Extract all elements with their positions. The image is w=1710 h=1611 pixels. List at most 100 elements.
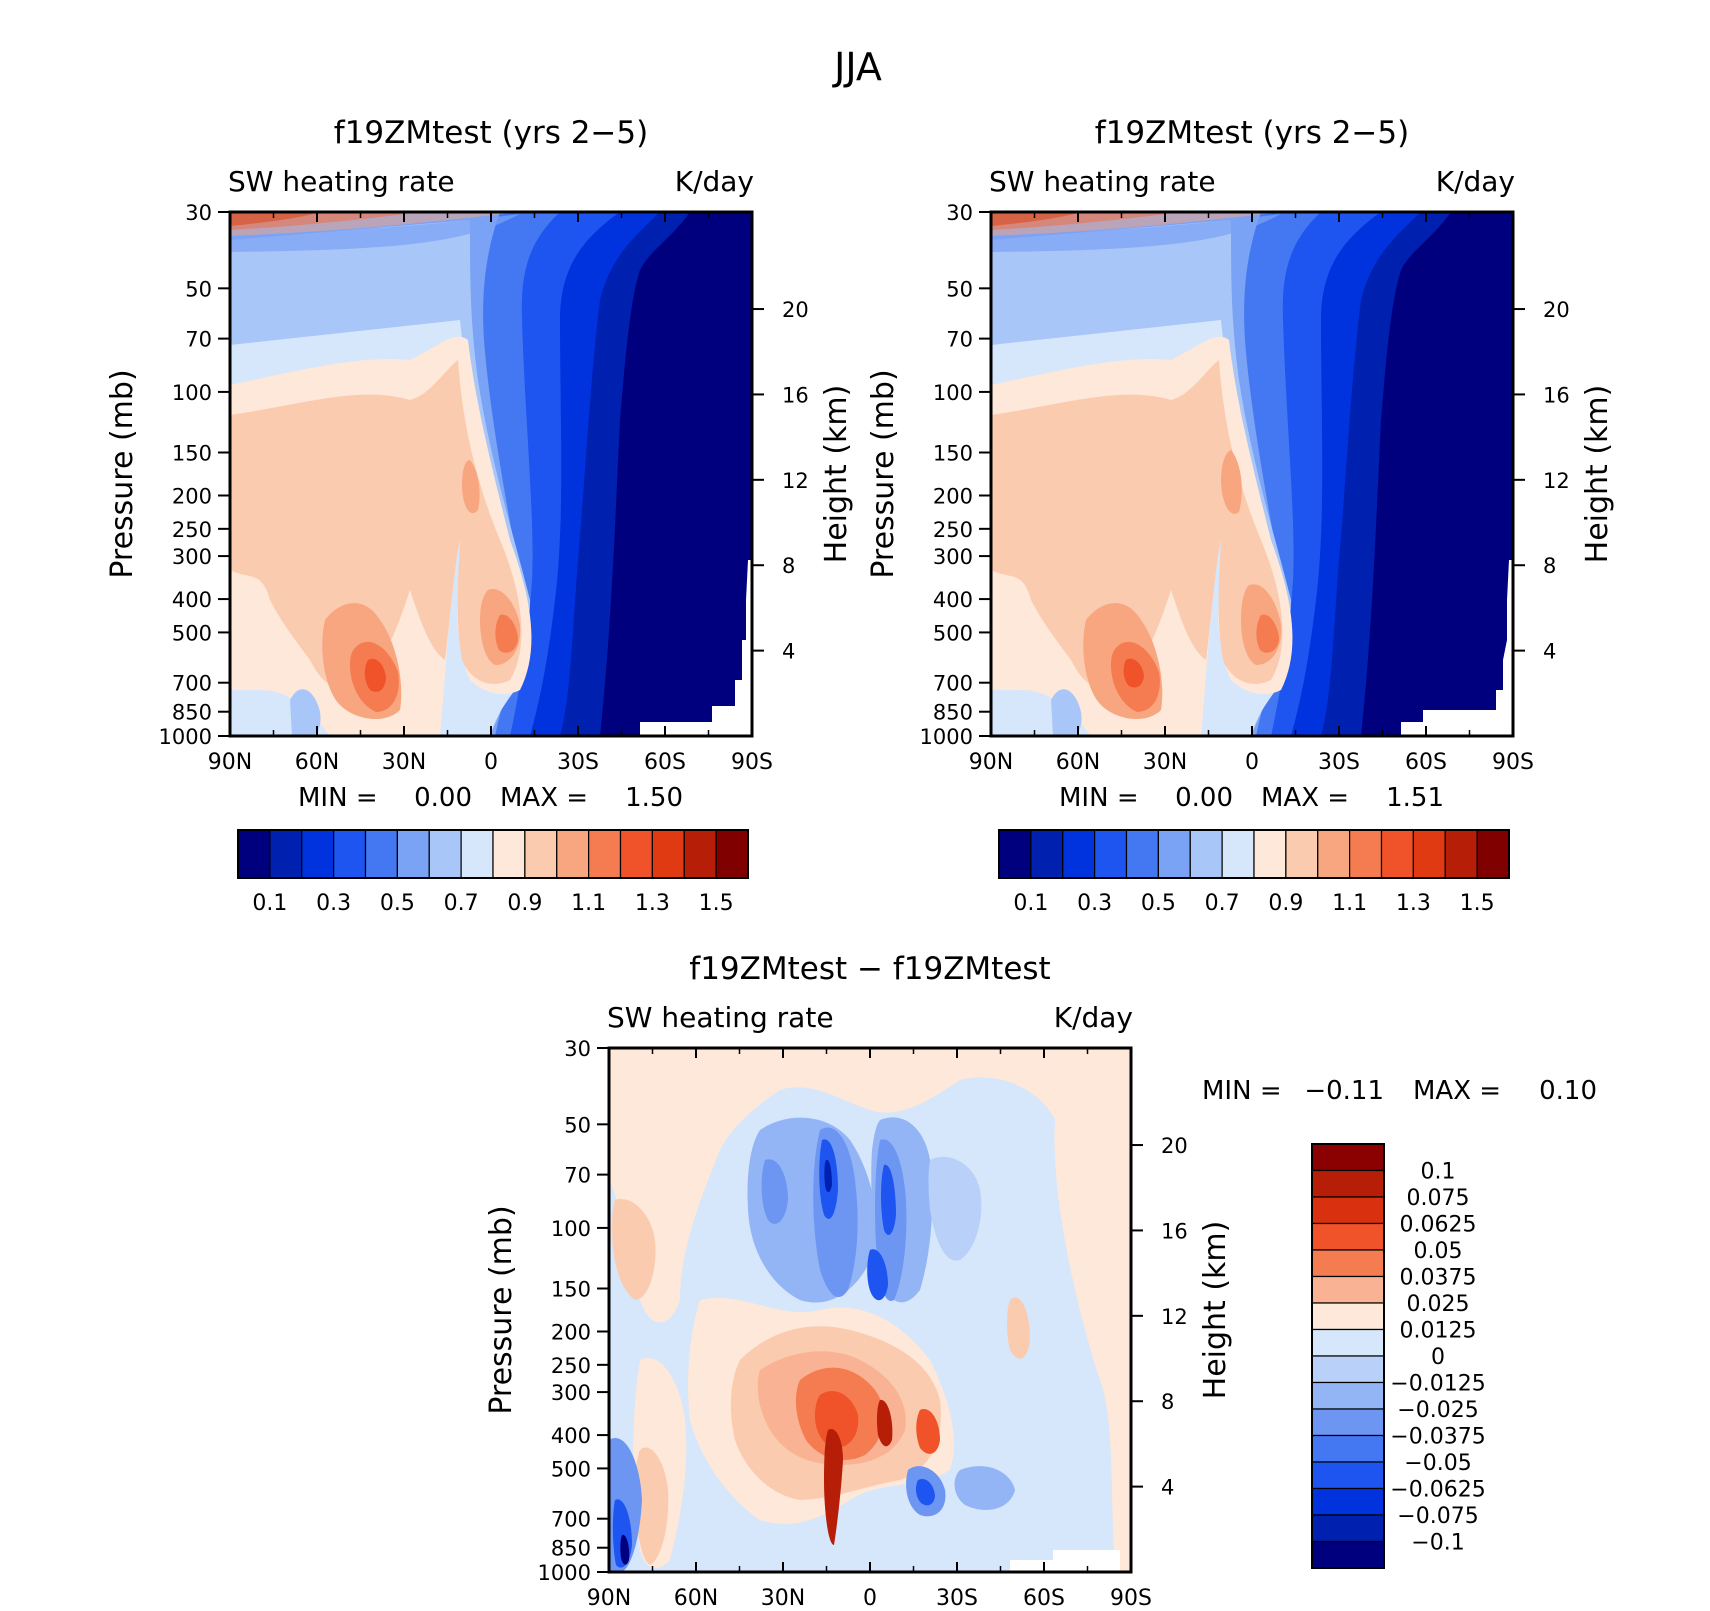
y-tick-label: 70	[185, 328, 212, 352]
colorbar-swatch	[1311, 1514, 1385, 1543]
colorbar-swatch	[1380, 829, 1414, 879]
panel-1-variable-label: SW heating rate	[228, 165, 455, 198]
colorbar-label: 0.05	[1414, 1239, 1463, 1264]
panel-3-title: f19ZMtest − f19ZMtest	[689, 951, 1050, 987]
y-tick-label: 500	[933, 621, 973, 645]
colorbar-label: 0.0375	[1400, 1266, 1477, 1291]
y-tick-label: 850	[933, 701, 973, 725]
colorbar-label: −0.05	[1404, 1451, 1471, 1476]
x-tick-label: 60N	[674, 1586, 718, 1611]
colorbar-swatch	[1189, 829, 1223, 879]
y-tick-label: 850	[551, 1537, 591, 1561]
panel-3-min-label: MIN =	[1202, 1076, 1282, 1106]
colorbar-swatch	[1285, 829, 1319, 879]
colorbar-swatch	[1311, 1408, 1385, 1437]
colorbar-label: 0.7	[1205, 891, 1240, 916]
colorbar-label: 1.1	[571, 891, 606, 916]
x-tick-label: 60S	[1023, 1586, 1065, 1611]
y-tick-label: 30	[946, 201, 973, 225]
y-tick-label: 1000	[920, 725, 973, 749]
colorbar-label: 1.3	[635, 891, 670, 916]
y2-tick-label: 12	[782, 469, 809, 493]
y-tick-label: 200	[551, 1320, 591, 1344]
panel-3-axes: 90N 60N 30N 0 30S 60S 90S 30 50 70 100 150 200 250 300…	[538, 1037, 1188, 1611]
colorbar-swatch	[269, 829, 303, 879]
panel-1-min-value: 0.00	[414, 783, 472, 813]
panel-2-max-label: MAX =	[1261, 783, 1349, 813]
x-tick-label: 0	[863, 1586, 877, 1611]
colorbar-swatch	[588, 829, 622, 879]
colorbar-swatch	[1311, 1355, 1385, 1384]
x-tick-label: 90S	[1492, 750, 1534, 775]
y2-tick-label: 8	[782, 554, 795, 578]
colorbar-label: 0.5	[1141, 891, 1176, 916]
colorbar-label: 0	[1431, 1345, 1445, 1370]
colorbar-swatch	[556, 829, 590, 879]
y-tick-label: 500	[551, 1457, 591, 1481]
colorbar-label: 0.3	[1077, 891, 1112, 916]
x-tick-label: 90S	[731, 750, 773, 775]
x-tick-label: 90S	[1110, 1586, 1152, 1611]
colorbar-swatch	[1311, 1275, 1385, 1304]
panel-3: f19ZMtest − f19ZMtest SW heating rate K/…	[484, 951, 1597, 1611]
panel-2-contour-field	[991, 212, 1513, 736]
colorbar-swatch	[1125, 829, 1159, 879]
colorbar-swatch	[1311, 1328, 1385, 1357]
colorbar-swatch	[1444, 829, 1478, 879]
y-tick-label: 250	[172, 518, 212, 542]
y-tick-label: 400	[551, 1424, 591, 1448]
y-tick-label: 400	[933, 588, 973, 612]
y-tick-label: 30	[564, 1037, 591, 1061]
panel-2-min-label: MIN =	[1059, 783, 1139, 813]
colorbar-swatch	[1311, 1540, 1385, 1569]
colorbar-label: 0.1	[1421, 1160, 1456, 1185]
x-tick-label: 90N	[208, 750, 252, 775]
colorbar-label: −0.0125	[1390, 1372, 1485, 1397]
x-tick-label: 90N	[587, 1586, 631, 1611]
x-tick-label: 60N	[295, 750, 339, 775]
colorbar-label: 1.5	[699, 891, 734, 916]
x-tick-label: 60S	[644, 750, 686, 775]
y2-tick-label: 20	[782, 298, 809, 322]
panel-2-variable-label: SW heating rate	[989, 165, 1216, 198]
colorbar-label: 0.9	[1268, 891, 1303, 916]
x-tick-label: 30S	[936, 1586, 978, 1611]
colorbar-swatch	[1030, 829, 1064, 879]
panel-3-min-value: −0.11	[1304, 1076, 1384, 1106]
y-tick-label: 700	[172, 672, 212, 696]
figure-title: JJA	[832, 45, 882, 89]
panel-1-y-axis-label: Pressure (mb)	[105, 369, 140, 578]
y2-tick-label: 16	[1543, 383, 1570, 407]
colorbar-swatch	[1412, 829, 1446, 879]
panel-2-y-axis-label: Pressure (mb)	[866, 369, 901, 578]
colorbar-swatch	[1253, 829, 1287, 879]
y-tick-label: 150	[933, 442, 973, 466]
colorbar-swatch	[333, 829, 367, 879]
x-tick-label: 30S	[1318, 750, 1360, 775]
colorbar-swatch	[524, 829, 558, 879]
y-tick-label: 50	[564, 1113, 591, 1137]
y-tick-label: 400	[172, 588, 212, 612]
colorbar-swatch	[1311, 1143, 1385, 1172]
colorbar-label: −0.025	[1397, 1398, 1478, 1423]
x-tick-label: 60N	[1056, 750, 1100, 775]
y-tick-label: 150	[551, 1278, 591, 1302]
colorbar-swatch	[683, 829, 717, 879]
panel-2-colorbar: 0.1 0.3 0.5 0.7 0.9 1.1 1.3 1.5	[998, 829, 1510, 916]
colorbar-frame	[1311, 1143, 1385, 1569]
colorbar-swatch	[1311, 1302, 1385, 1331]
panel-1-max-value: 1.50	[625, 783, 683, 813]
y-tick-label: 200	[933, 484, 973, 508]
colorbar-swatch	[1094, 829, 1128, 879]
y-tick-label: 150	[172, 442, 212, 466]
panel-1-colorbar: 0.1 0.3 0.5 0.7 0.9 1.1 1.3 1.5	[237, 829, 749, 916]
y-tick-label: 300	[551, 1381, 591, 1405]
panel-2-axes: 90N 60N 30N 0 30S 60S 90S 30 50 70 100 150 200 250 300…	[920, 201, 1570, 775]
colorbar-swatch	[1311, 1434, 1385, 1463]
panel-1-title: f19ZMtest (yrs 2−5)	[334, 115, 648, 151]
colorbar-frame	[998, 829, 1510, 879]
panel-2-units-label: K/day	[1436, 165, 1515, 198]
colorbar-swatch	[651, 829, 685, 879]
colorbar-label: −0.0625	[1390, 1478, 1485, 1503]
